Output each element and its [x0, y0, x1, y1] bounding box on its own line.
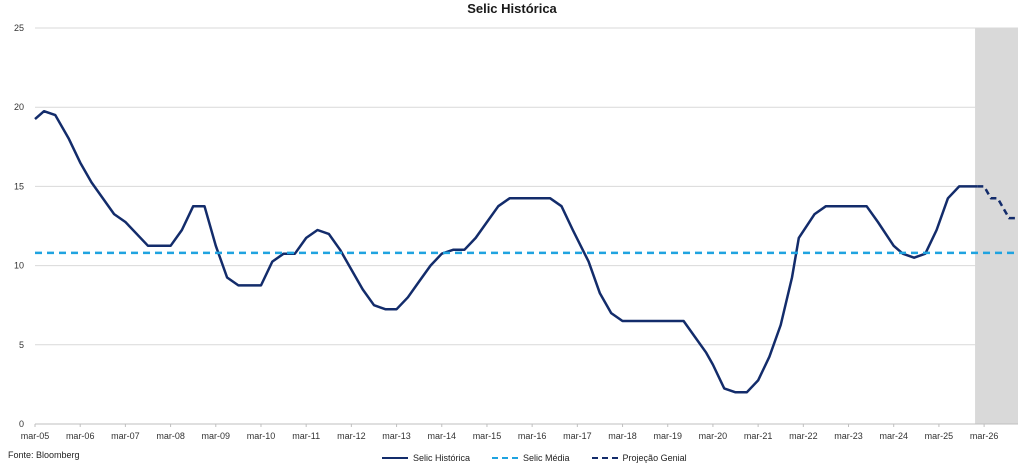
legend-swatch-selic-media [492, 457, 519, 459]
x-tick-label: mar-12 [337, 431, 366, 441]
y-tick-label: 5 [19, 340, 24, 350]
series-line-selic-historica [34, 109, 978, 394]
x-tick-label: mar-07 [111, 431, 140, 441]
legend-swatch-selic-historica [382, 457, 408, 459]
x-tick-label: mar-05 [21, 431, 50, 441]
x-tick-label: mar-10 [247, 431, 276, 441]
legend-label-selic-historica: Selic Histórica [413, 453, 471, 463]
x-tick-label: mar-11 [292, 431, 320, 441]
legend-item-selic-media: Selic Média [492, 453, 570, 463]
y-tick-label: 10 [14, 261, 24, 271]
series-line-projecao-genial [977, 185, 1018, 220]
legend-swatch-projecao-genial [591, 457, 618, 459]
y-tick-label: 0 [19, 419, 24, 429]
legend-item-selic-historica: Selic Histórica [382, 453, 470, 463]
y-tick-label: 15 [14, 181, 24, 191]
projection-shaded-region [975, 28, 1018, 424]
legend-label-projecao-genial: Projeção Genial [622, 453, 687, 463]
chart-title: Selic Histórica [467, 1, 557, 16]
x-tick-label: mar-24 [879, 431, 908, 441]
legend-label-selic-media: Selic Média [523, 453, 570, 463]
x-tick-label: mar-18 [608, 431, 637, 441]
x-tick-label: mar-17 [563, 431, 592, 441]
legend-item-projecao-genial: Projeção Genial [591, 453, 687, 463]
x-tick-label: mar-23 [834, 431, 863, 441]
x-tick-label: mar-09 [202, 431, 231, 441]
source-note: Fonte: Bloomberg [8, 450, 80, 460]
x-tick-label: mar-21 [744, 431, 773, 441]
x-tick-label: mar-16 [518, 431, 547, 441]
x-tick-label: mar-08 [156, 431, 185, 441]
chart-legend: Selic Histórica Selic Média Projeção Gen… [382, 452, 709, 464]
x-tick-label: mar-19 [653, 431, 682, 441]
x-tick-label: mar-25 [925, 431, 954, 441]
y-tick-label: 25 [14, 23, 24, 33]
x-tick-label: mar-22 [789, 431, 818, 441]
x-tick-label: mar-06 [66, 431, 95, 441]
x-tick-label: mar-13 [382, 431, 411, 441]
x-tick-label: mar-14 [428, 431, 457, 441]
x-tick-label: mar-20 [699, 431, 728, 441]
x-tick-label: mar-26 [970, 431, 999, 441]
y-tick-label: 20 [14, 102, 24, 112]
x-tick-label: mar-15 [473, 431, 502, 441]
